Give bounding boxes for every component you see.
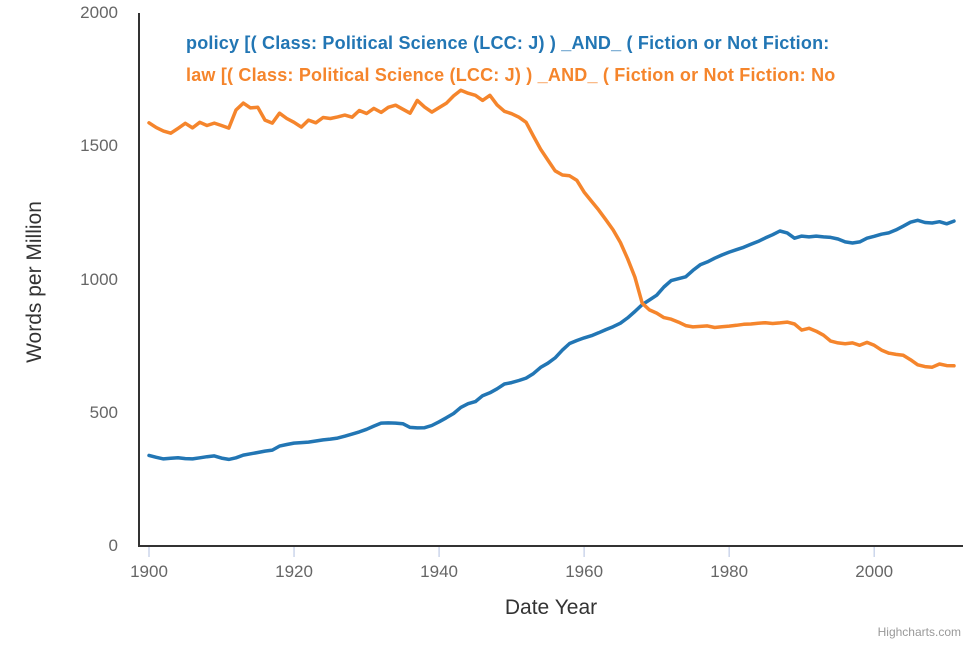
highcharts-credit-link[interactable]: Highcharts.com xyxy=(877,625,961,639)
y-axis-label: 1500 xyxy=(80,136,118,156)
x-axis-label: 1960 xyxy=(565,562,604,581)
y-axis-label: 2000 xyxy=(80,3,118,22)
x-axis-label: 1940 xyxy=(420,562,458,581)
legend-item-law[interactable]: law [( Class: Political Science (LCC: J)… xyxy=(186,65,836,85)
x-axis-label: 1980 xyxy=(710,562,749,581)
y-axis-label: 500 xyxy=(89,402,118,422)
legend: policy [( Class: Political Science (LCC:… xyxy=(186,27,975,91)
y-axis-label: 0 xyxy=(108,536,118,555)
series-line-policy[interactable] xyxy=(147,218,956,462)
x-axis-label: 1920 xyxy=(275,562,313,581)
x-axis-label: 1900 xyxy=(130,562,168,581)
x-axis-title: Date Year xyxy=(504,596,598,619)
legend-item-policy[interactable]: policy [( Class: Political Science (LCC:… xyxy=(186,33,830,53)
x-axis-label: 2000 xyxy=(855,562,894,581)
series-line-law[interactable] xyxy=(147,88,956,369)
y-axis-label: 1000 xyxy=(80,269,118,289)
